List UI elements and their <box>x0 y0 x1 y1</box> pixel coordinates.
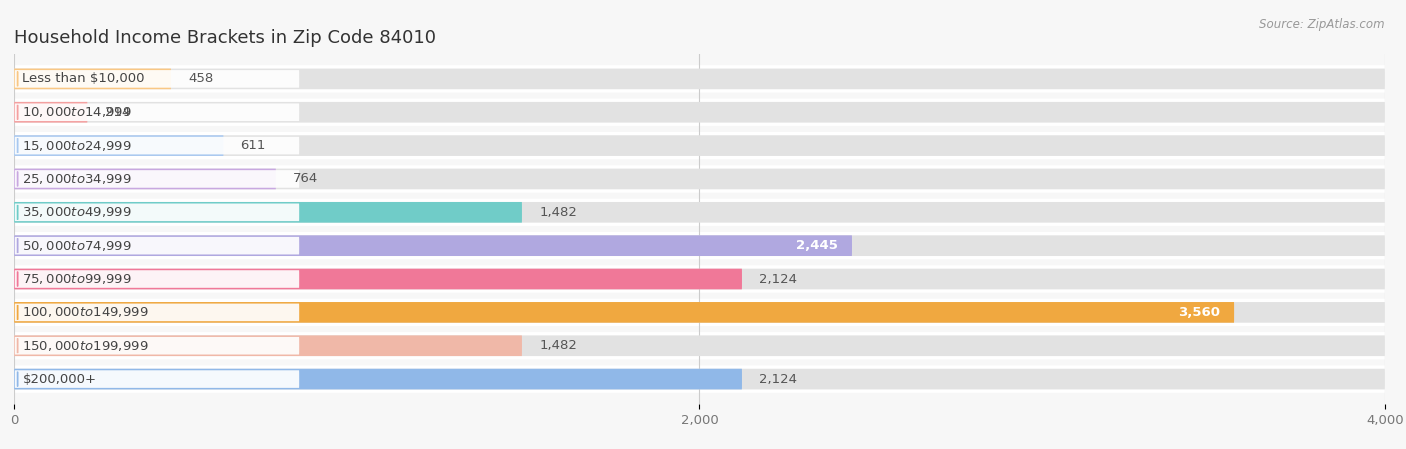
Text: 1,482: 1,482 <box>538 206 576 219</box>
Text: $75,000 to $99,999: $75,000 to $99,999 <box>22 272 132 286</box>
FancyBboxPatch shape <box>14 203 299 221</box>
FancyBboxPatch shape <box>14 235 1385 256</box>
FancyBboxPatch shape <box>14 304 299 321</box>
Text: 458: 458 <box>188 72 214 85</box>
FancyBboxPatch shape <box>14 202 522 223</box>
FancyBboxPatch shape <box>14 137 299 154</box>
FancyBboxPatch shape <box>14 370 299 388</box>
FancyBboxPatch shape <box>14 198 1385 226</box>
Text: 764: 764 <box>292 172 318 185</box>
FancyBboxPatch shape <box>14 369 742 389</box>
FancyBboxPatch shape <box>14 103 299 121</box>
FancyBboxPatch shape <box>14 169 276 189</box>
FancyBboxPatch shape <box>14 202 1385 223</box>
FancyBboxPatch shape <box>14 235 852 256</box>
Text: Less than $10,000: Less than $10,000 <box>22 72 145 85</box>
FancyBboxPatch shape <box>14 369 1385 389</box>
Text: $100,000 to $149,999: $100,000 to $149,999 <box>22 305 149 319</box>
FancyBboxPatch shape <box>14 132 1385 159</box>
FancyBboxPatch shape <box>14 169 1385 189</box>
Text: $150,000 to $199,999: $150,000 to $199,999 <box>22 339 149 353</box>
Text: 214: 214 <box>104 106 129 119</box>
FancyBboxPatch shape <box>14 65 1385 92</box>
FancyBboxPatch shape <box>14 337 299 355</box>
FancyBboxPatch shape <box>14 232 1385 260</box>
FancyBboxPatch shape <box>14 135 1385 156</box>
FancyBboxPatch shape <box>14 332 1385 359</box>
FancyBboxPatch shape <box>14 269 742 289</box>
FancyBboxPatch shape <box>14 302 1234 323</box>
Text: $15,000 to $24,999: $15,000 to $24,999 <box>22 139 132 153</box>
Text: 2,124: 2,124 <box>759 373 797 386</box>
FancyBboxPatch shape <box>14 69 172 89</box>
FancyBboxPatch shape <box>14 269 1385 289</box>
FancyBboxPatch shape <box>14 99 1385 126</box>
FancyBboxPatch shape <box>14 70 299 88</box>
Text: Household Income Brackets in Zip Code 84010: Household Income Brackets in Zip Code 84… <box>14 29 436 47</box>
Text: 611: 611 <box>240 139 266 152</box>
FancyBboxPatch shape <box>14 302 1385 323</box>
FancyBboxPatch shape <box>14 69 1385 89</box>
FancyBboxPatch shape <box>14 299 1385 326</box>
Text: $50,000 to $74,999: $50,000 to $74,999 <box>22 239 132 253</box>
FancyBboxPatch shape <box>14 102 1385 123</box>
FancyBboxPatch shape <box>14 102 87 123</box>
Text: 1,482: 1,482 <box>538 339 576 352</box>
Text: $35,000 to $49,999: $35,000 to $49,999 <box>22 205 132 219</box>
Text: $25,000 to $34,999: $25,000 to $34,999 <box>22 172 132 186</box>
FancyBboxPatch shape <box>14 265 1385 293</box>
FancyBboxPatch shape <box>14 165 1385 193</box>
Text: $10,000 to $14,999: $10,000 to $14,999 <box>22 105 132 119</box>
FancyBboxPatch shape <box>14 237 299 255</box>
Text: 2,124: 2,124 <box>759 273 797 286</box>
FancyBboxPatch shape <box>14 170 299 188</box>
Text: Source: ZipAtlas.com: Source: ZipAtlas.com <box>1260 18 1385 31</box>
FancyBboxPatch shape <box>14 270 299 288</box>
FancyBboxPatch shape <box>14 365 1385 393</box>
Text: 3,560: 3,560 <box>1178 306 1220 319</box>
FancyBboxPatch shape <box>14 335 1385 356</box>
Text: 2,445: 2,445 <box>796 239 838 252</box>
FancyBboxPatch shape <box>14 335 522 356</box>
Text: $200,000+: $200,000+ <box>22 373 97 386</box>
FancyBboxPatch shape <box>14 135 224 156</box>
